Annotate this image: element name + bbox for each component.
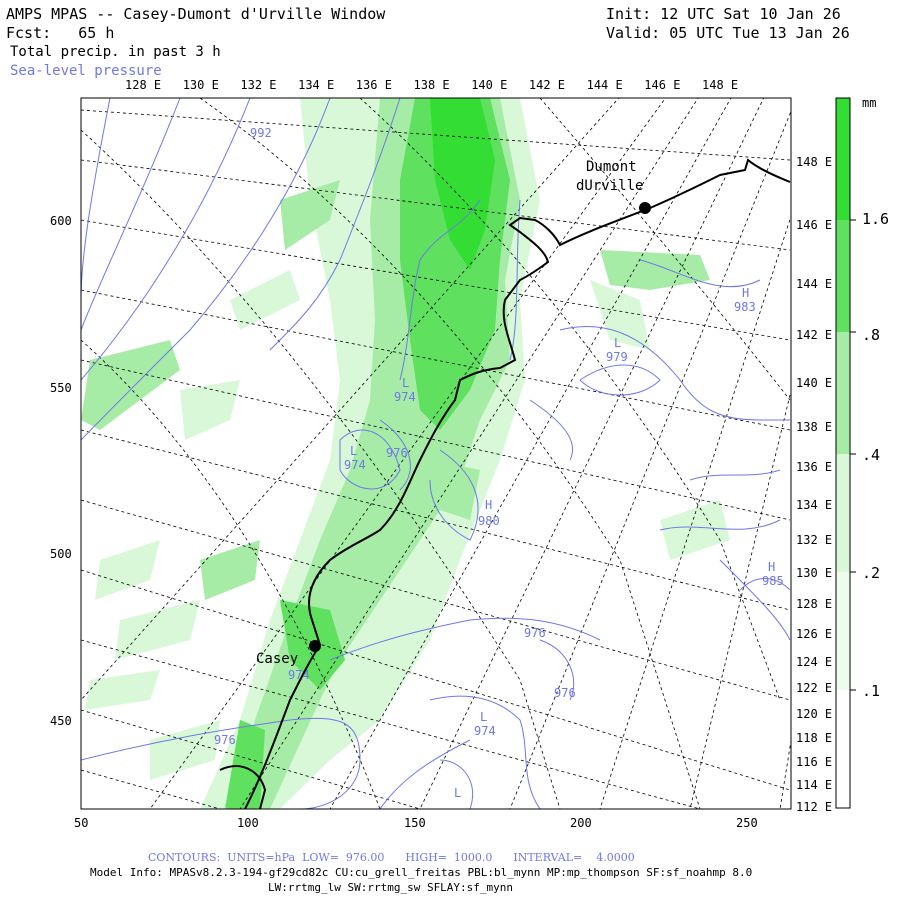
y-tick-label: 500 bbox=[50, 547, 72, 561]
colorbar-label: .4 bbox=[862, 446, 881, 464]
dumont-durville-station-marker bbox=[639, 202, 651, 214]
x-tick-label: 100 bbox=[237, 816, 259, 830]
field-slp-label: Sea-level pressure bbox=[10, 63, 162, 79]
colorbar-label: .2 bbox=[862, 564, 881, 582]
contour-info: CONTOURS: UNITS=hPa LOW= 976.00 HIGH= 10… bbox=[148, 851, 635, 864]
right-lon-label: 120 E bbox=[796, 707, 833, 721]
map-title: AMPS MPAS -- Casey-Dumont d'Urville Wind… bbox=[6, 5, 386, 23]
top-lon-label: 128 E bbox=[125, 78, 162, 92]
model-info: Model Info: MPASv8.2.3-194-gf29cd82c CU:… bbox=[90, 866, 753, 879]
pressure-label: H bbox=[742, 286, 750, 300]
pressure-label: L bbox=[614, 336, 622, 350]
top-lon-label: 130 E bbox=[182, 78, 219, 92]
y-tick-label: 450 bbox=[50, 714, 72, 728]
x-tick-label: 250 bbox=[736, 816, 758, 830]
y-tick-label: 550 bbox=[50, 381, 72, 395]
pressure-label: 985 bbox=[762, 574, 784, 588]
pressure-label: 974 bbox=[474, 724, 496, 738]
pressure-label: L bbox=[480, 710, 488, 724]
top-lon-label: 144 E bbox=[586, 78, 623, 92]
coastline bbox=[219, 158, 791, 809]
pressure-label: L bbox=[454, 786, 462, 800]
top-lon-label: 148 E bbox=[702, 78, 739, 92]
pressure-label: 976 bbox=[214, 733, 236, 747]
right-lon-label: 132 E bbox=[796, 533, 833, 547]
station-label-dumont: Dumont bbox=[586, 159, 637, 175]
init-time: Init: 12 UTC Sat 10 Jan 26 bbox=[606, 5, 841, 23]
right-lon-label: 112 E bbox=[796, 800, 833, 814]
station-value-casey: 974 bbox=[288, 668, 310, 682]
fcst-label: Fcst: bbox=[6, 24, 52, 42]
pressure-label: 980 bbox=[478, 514, 500, 528]
pressure-label: 974 bbox=[344, 458, 366, 472]
pressure-label: H bbox=[768, 560, 776, 574]
right-lon-label: 146 E bbox=[796, 218, 833, 232]
pressure-label: 983 bbox=[734, 300, 756, 314]
right-lon-label: 130 E bbox=[796, 566, 833, 580]
precip-colorbar bbox=[835, 97, 856, 809]
right-lon-label: 140 E bbox=[796, 376, 833, 390]
right-lon-label: 126 E bbox=[796, 627, 833, 641]
top-lon-label: 132 E bbox=[240, 78, 277, 92]
right-lon-label: 118 E bbox=[796, 731, 833, 745]
valid-time: Valid: 05 UTC Tue 13 Jan 26 bbox=[606, 24, 850, 42]
model-info-physics: LW:rrtmg_lw SW:rrtmg_sw SFLAY:sf_mynn bbox=[268, 881, 514, 894]
map-frame bbox=[80, 97, 792, 810]
right-lon-label: 148 E bbox=[796, 155, 833, 169]
x-tick-label: 50 bbox=[74, 816, 89, 830]
x-tick-label: 150 bbox=[404, 816, 426, 830]
pressure-label: 976 bbox=[386, 446, 408, 460]
pressure-label: 979 bbox=[606, 350, 628, 364]
right-lon-label: 122 E bbox=[796, 681, 833, 695]
colorbar-label: .8 bbox=[862, 326, 881, 344]
forecast-hour: Fcst: 65 h bbox=[6, 24, 114, 42]
lat-lon-grid bbox=[81, 98, 791, 809]
right-lon-label: 124 E bbox=[796, 655, 833, 669]
fcst-value: 65 h bbox=[78, 24, 115, 42]
pressure-label: L bbox=[402, 376, 410, 390]
right-lon-label: 134 E bbox=[796, 498, 833, 512]
map-plot-area bbox=[81, 98, 791, 809]
colorbar-unit: mm bbox=[862, 96, 877, 110]
casey-station-marker bbox=[309, 640, 321, 652]
right-lon-label: 144 E bbox=[796, 277, 833, 291]
right-lon-label: 136 E bbox=[796, 460, 833, 474]
pressure-label: 992 bbox=[250, 126, 272, 140]
right-lon-label: 138 E bbox=[796, 420, 833, 434]
pressure-label: 974 bbox=[394, 390, 416, 404]
colorbar-label: .1 bbox=[862, 682, 881, 700]
top-lon-label: 142 E bbox=[528, 78, 566, 92]
top-lon-label: 136 E bbox=[355, 78, 392, 92]
field-precip-label: Total precip. in past 3 h bbox=[10, 44, 221, 60]
colorbar-label: 1.6 bbox=[862, 210, 890, 228]
right-lon-label: 114 E bbox=[796, 778, 833, 792]
y-tick-label: 600 bbox=[50, 214, 72, 228]
station-label-casey: Casey bbox=[256, 651, 299, 667]
top-lon-label: 140 E bbox=[471, 78, 508, 92]
pressure-label: 976 bbox=[524, 626, 546, 640]
right-lon-label: 142 E bbox=[796, 328, 833, 342]
right-lon-label: 128 E bbox=[796, 597, 833, 611]
top-lon-label: 134 E bbox=[298, 78, 335, 92]
top-lon-label: 138 E bbox=[413, 78, 450, 92]
pressure-label: 976 bbox=[554, 686, 576, 700]
pressure-label: L bbox=[350, 444, 358, 458]
x-tick-label: 200 bbox=[570, 816, 592, 830]
right-lon-label: 116 E bbox=[796, 755, 833, 769]
top-lon-label: 146 E bbox=[644, 78, 681, 92]
slp-contours bbox=[81, 98, 791, 809]
station-label-durville: dUrville bbox=[576, 178, 644, 194]
pressure-label: H bbox=[485, 498, 493, 512]
